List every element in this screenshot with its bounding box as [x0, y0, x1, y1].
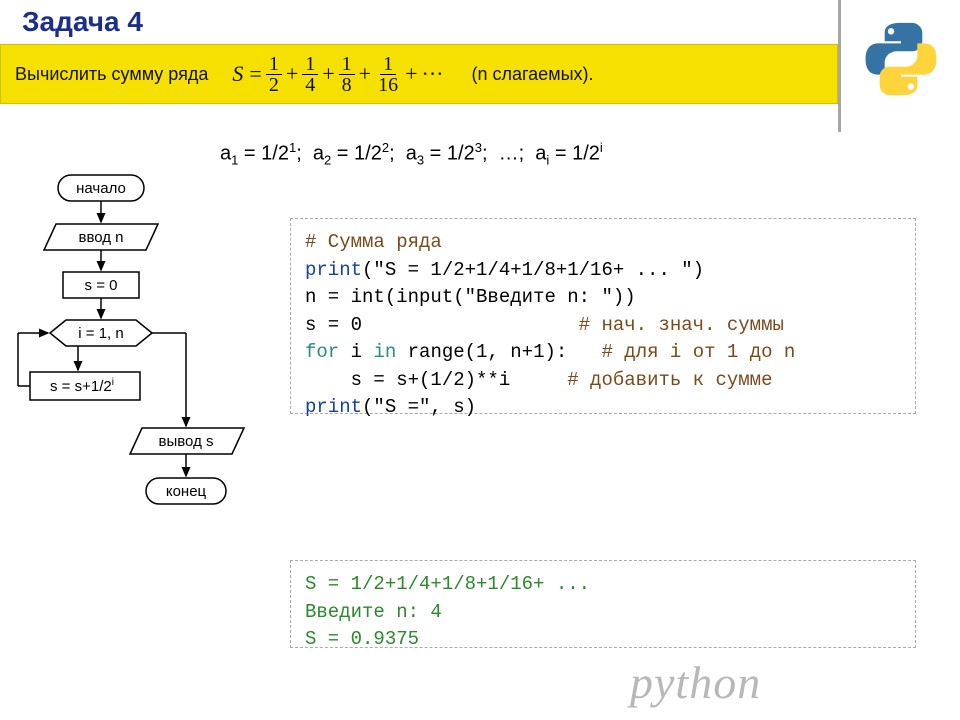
svg-text:ввод n: ввод n — [78, 229, 123, 246]
sequence-line: a1 = 1/21; a2 = 1/22; a3 = 1/23; …; ai =… — [220, 140, 603, 168]
problem-suffix: (n слагаемых). — [471, 64, 593, 85]
flowchart-diagram: начало ввод n s = 0 i = 1, n s = s+1/2i … — [8, 170, 268, 530]
problem-prefix: Вычислить сумму ряда — [15, 64, 208, 85]
svg-text:i = 1, n: i = 1, n — [78, 325, 123, 342]
page-title: Задача 4 — [22, 6, 143, 38]
svg-text:вывод s: вывод s — [159, 433, 214, 450]
python-wordmark: python — [630, 656, 761, 709]
python-logo-icon — [862, 20, 940, 98]
problem-statement: Вычислить сумму ряда S = 12 + 14 + 18 + … — [0, 44, 838, 104]
series-formula: S = 12 + 14 + 18 + 116 + ··· — [216, 54, 447, 95]
svg-text:s = s+1/2i: s = s+1/2i — [50, 377, 114, 395]
svg-text:конец: конец — [166, 483, 207, 500]
code-listing: # Сумма ряда print("S = 1/2+1/4+1/8+1/16… — [290, 218, 916, 414]
svg-text:s = 0: s = 0 — [85, 277, 118, 294]
svg-text:начало: начало — [76, 180, 126, 197]
divider — [838, 0, 841, 132]
output-listing: S = 1/2+1/4+1/8+1/16+ ... Введите n: 4 S… — [290, 560, 916, 648]
